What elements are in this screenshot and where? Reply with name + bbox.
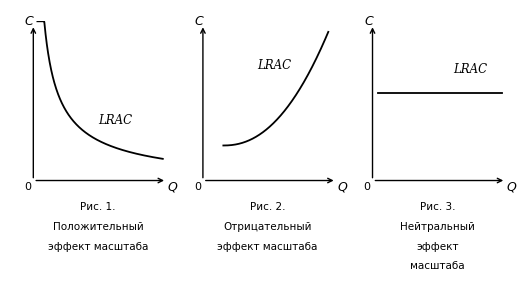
Text: Q: Q <box>167 180 177 193</box>
Text: масштаба: масштаба <box>410 261 465 271</box>
Text: 0: 0 <box>24 182 31 192</box>
Text: 0: 0 <box>194 182 201 192</box>
Text: эффект: эффект <box>416 242 458 252</box>
Text: Отрицательный: Отрицательный <box>224 222 312 232</box>
Text: LRAC: LRAC <box>98 113 132 126</box>
Text: эффект масштаба: эффект масштаба <box>217 242 318 252</box>
Text: C: C <box>25 15 33 28</box>
Text: C: C <box>364 15 373 28</box>
Text: C: C <box>195 15 203 28</box>
Text: Рис. 2.: Рис. 2. <box>250 202 285 212</box>
Text: Q: Q <box>507 180 516 193</box>
Text: эффект масштаба: эффект масштаба <box>48 242 148 252</box>
Text: Положительный: Положительный <box>52 222 144 232</box>
Text: LRAC: LRAC <box>454 63 488 76</box>
Text: Q: Q <box>337 180 347 193</box>
Text: LRAC: LRAC <box>257 59 291 72</box>
Text: Рис. 3.: Рис. 3. <box>420 202 455 212</box>
Text: Нейтральный: Нейтральный <box>400 222 475 232</box>
Text: Рис. 1.: Рис. 1. <box>81 202 116 212</box>
Text: 0: 0 <box>364 182 370 192</box>
